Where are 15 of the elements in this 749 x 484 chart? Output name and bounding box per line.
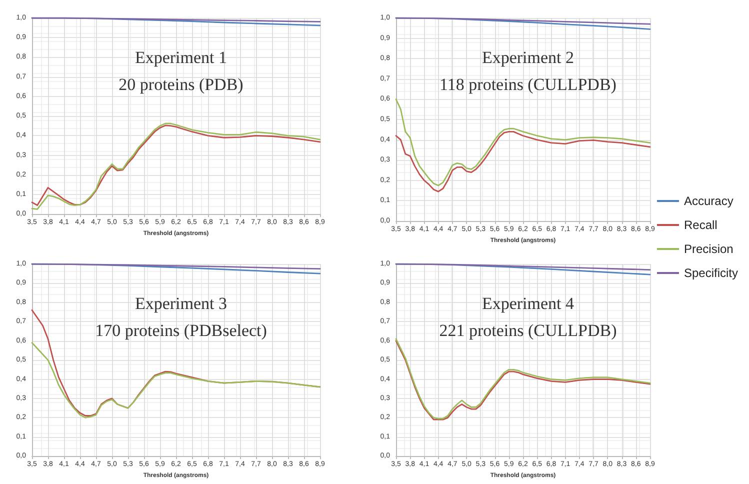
- text: Experiment 4: [482, 294, 575, 313]
- legend-label: Accuracy: [684, 194, 734, 208]
- text: 20 proteins (PDB): [118, 75, 244, 94]
- text: 221 proteins (CULLPDB): [439, 321, 617, 340]
- legend-label: Specificity: [684, 266, 738, 280]
- legend-label: Recall: [684, 218, 718, 232]
- text: Experiment 1: [134, 48, 228, 67]
- text: Experiment 3: [134, 294, 228, 313]
- legend-label: Precision: [684, 242, 734, 256]
- line-series: [395, 130, 651, 192]
- line-series: [395, 98, 651, 186]
- text: Experiment 2: [482, 48, 574, 67]
- text: 170 proteins (PDBselect): [95, 321, 267, 340]
- text: 118 proteins (CULLPDB): [440, 75, 616, 94]
- line-series: [31, 342, 321, 418]
